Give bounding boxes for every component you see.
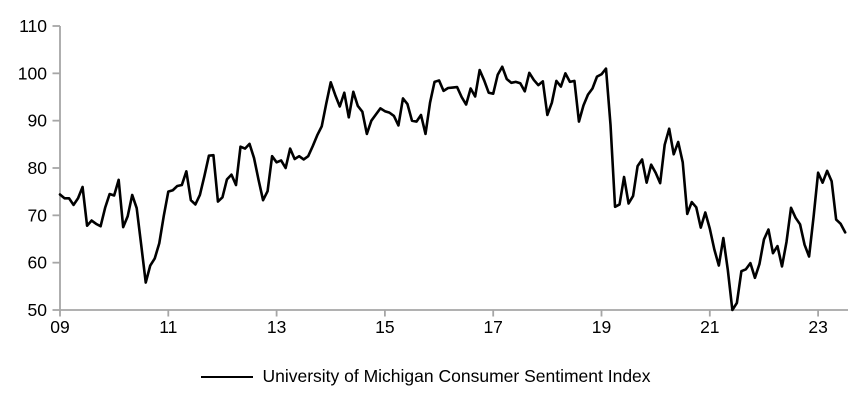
y-tick-label: 110 <box>19 16 47 36</box>
y-tick-label: 50 <box>28 300 48 320</box>
y-tick-label: 90 <box>28 111 48 131</box>
x-tick-label: 21 <box>700 317 719 337</box>
x-tick-label: 15 <box>375 317 394 337</box>
legend-line-swatch <box>201 375 254 378</box>
y-tick-label: 60 <box>28 253 48 273</box>
x-tick-label: 09 <box>50 317 69 337</box>
y-tick-label: 100 <box>18 63 47 83</box>
x-tick-label: 13 <box>267 317 286 337</box>
x-tick-label: 11 <box>159 317 177 337</box>
y-tick-label: 70 <box>28 205 48 225</box>
x-tick-label: 23 <box>808 317 827 337</box>
series-line <box>58 65 847 312</box>
legend: University of Michigan Consumer Sentimen… <box>0 366 852 387</box>
legend-label: University of Michigan Consumer Sentimen… <box>262 366 651 386</box>
y-tick-label: 80 <box>28 158 48 178</box>
x-tick-label: 17 <box>483 317 502 337</box>
x-tick-label: 19 <box>592 317 611 337</box>
